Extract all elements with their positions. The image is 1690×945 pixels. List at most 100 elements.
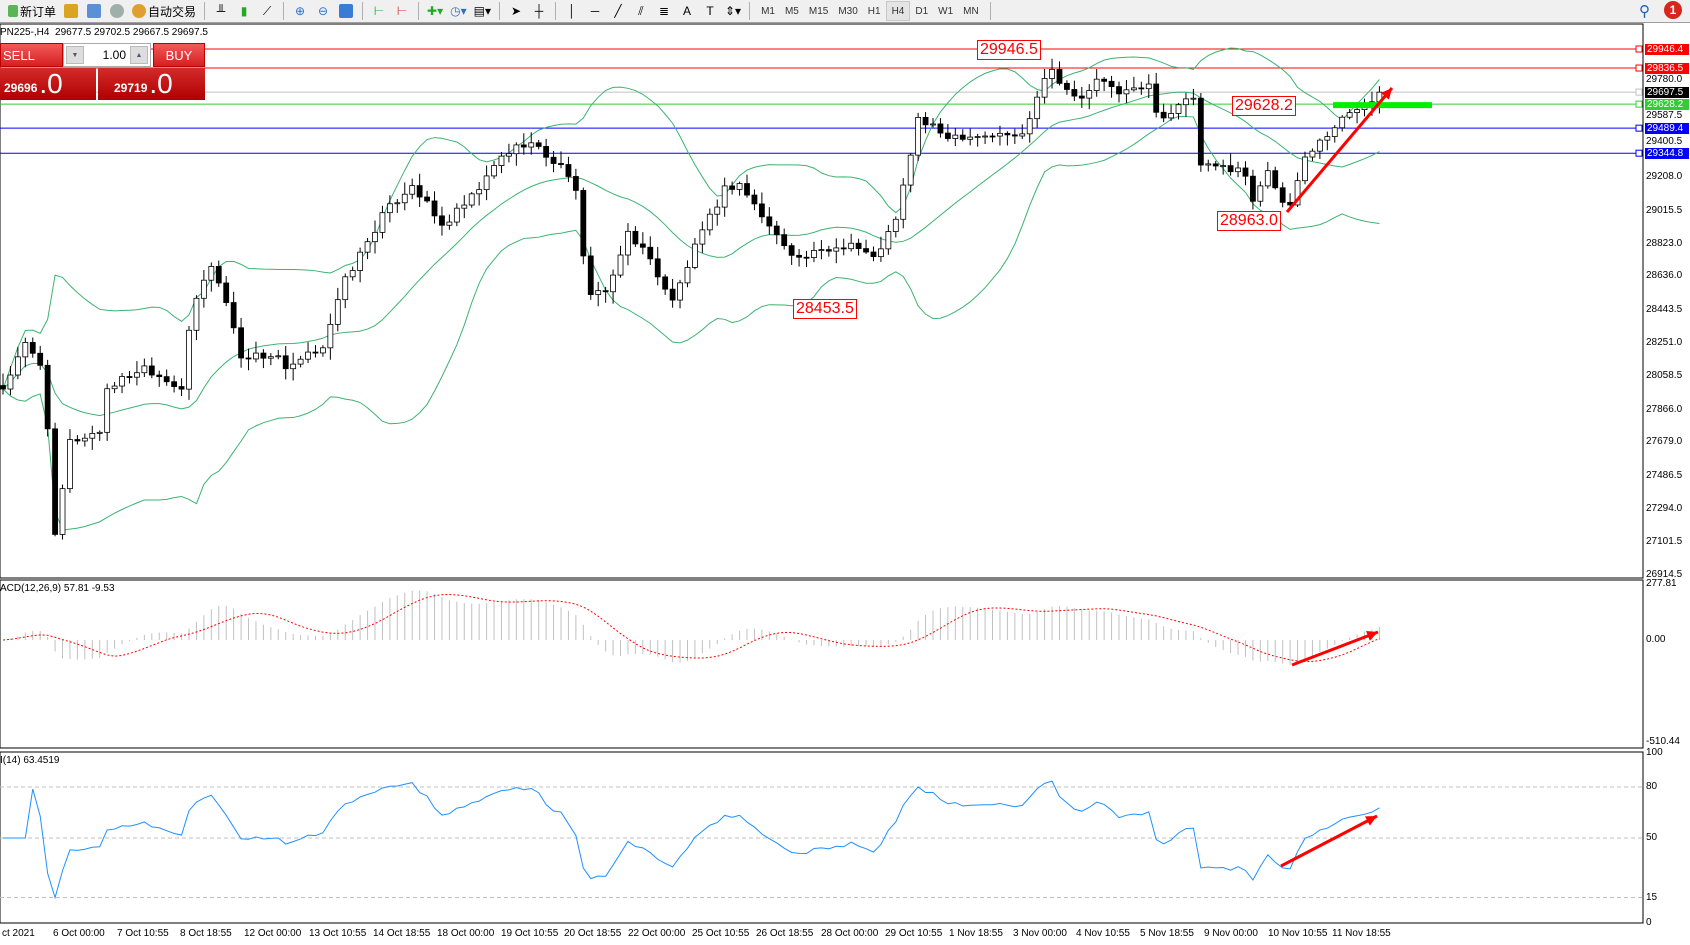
lot-size-field[interactable]: ▼ 1.00 ▲ [63,43,151,67]
timeframe-h4[interactable]: H4 [885,1,911,21]
text-label-button[interactable]: T [700,1,720,21]
separator [418,2,420,20]
cursor-button[interactable]: ➤ [506,1,526,21]
fibonacci-icon: ≣ [658,4,670,18]
candle-bull [372,231,378,243]
time-axis-label: 13 Oct 10:55 [309,928,367,939]
price-axis-label: 27679.0 [1646,436,1683,448]
timeframe-m5[interactable]: M5 [784,5,799,17]
candle-bear [565,164,572,177]
lot-decrease-button[interactable]: ▼ [66,46,84,64]
candle-bull [617,254,624,276]
timeframe-m1[interactable]: M1 [761,5,775,17]
text-button[interactable]: A [677,1,697,21]
candle-bull [200,279,207,299]
arrows-button[interactable]: ⇕▾ [723,1,743,21]
tile-windows-button[interactable] [336,1,356,21]
timeframe-h1[interactable]: H1 [867,5,881,17]
line-handle [1635,88,1643,96]
price-axis-label: 28251.0 [1646,337,1683,349]
candle-bull [386,203,393,214]
separator [498,2,500,20]
candle-bull [1302,156,1308,182]
candle-bear [602,290,609,293]
price-tag: 29489.4 [1645,122,1689,134]
zoom-out-button[interactable]: ⊖ [313,1,333,21]
trendline-button[interactable]: ╱ [608,1,628,21]
price-annotation-high[interactable]: 29946.5 [977,40,1041,60]
candle-bull [595,290,602,295]
trend-arrow-price-head [1381,88,1392,100]
timeframe-mn[interactable]: MN [963,5,979,17]
candle-bear [215,266,222,284]
candle-bear [238,327,244,359]
data-window-button[interactable] [84,1,104,21]
vertical-line-button[interactable]: │ [562,1,582,21]
zoom-out-icon: ⊖ [318,4,329,18]
candle-bull [692,243,698,268]
zoom-in-button[interactable]: ⊕ [290,1,310,21]
buy-button[interactable]: BUY [153,43,205,67]
candle-bear [178,386,185,390]
candle-bull [706,213,713,231]
line-handle [1635,124,1643,132]
market-watch-button[interactable] [61,1,81,21]
timeframe-m15[interactable]: M15 [808,5,829,17]
line-handle [1635,100,1643,108]
candle-bull [1331,127,1338,137]
fibonacci-button[interactable]: ≣ [654,1,674,21]
candle-chart-button[interactable]: ▮ [234,1,254,21]
candle-bear [959,134,966,140]
buy-price[interactable]: 29719.0 [98,68,205,100]
lot-increase-button[interactable]: ▲ [130,46,148,64]
templates-button[interactable]: ▤▾ [472,1,493,21]
sell-button[interactable]: SELL [0,43,63,67]
price-annotation-swing-low[interactable]: 28963.0 [1217,211,1281,231]
sell-price[interactable]: 29696.0 [0,68,96,100]
candle-bear [0,385,6,390]
arrows-icon: ⇕▾ [724,4,742,18]
channel-button[interactable]: ⫽ [631,1,651,21]
data-window-icon [87,4,102,18]
candle-bull [878,248,884,258]
horizontal-line-button[interactable]: ─ [585,1,605,21]
candle-bull [892,218,899,232]
autoscroll-button[interactable]: ⊢ [392,1,412,21]
search-icon[interactable]: ⚲ [1639,3,1650,20]
lot-size-input[interactable]: 1.00 [102,48,126,62]
candle-bull [208,266,215,281]
candle-bull [833,247,840,252]
line-chart-button[interactable]: ⟋ [257,1,277,21]
timeframe-d1[interactable]: D1 [915,5,929,17]
periods-button[interactable]: ◷▾ [448,1,469,21]
new-order-button[interactable]: 新订单 [6,1,58,21]
trend-arrow-price [1285,87,1394,213]
signals-button[interactable] [107,1,127,21]
candle-bull [111,385,118,390]
candle-bull [1145,83,1152,90]
separator [362,2,364,20]
rsi-axis-label: 80 [1646,781,1658,792]
candle-bear [74,439,81,442]
time-axis-label: 11 Nov 18:55 [1332,928,1391,939]
candle-bull [7,374,14,390]
notification-badge[interactable]: 1 [1664,1,1682,19]
chart-shift-button[interactable]: ⊢ [369,1,389,21]
timeframe-w1[interactable]: W1 [938,5,954,17]
autoscroll-icon: ⊢ [396,4,408,18]
candle-bull [967,136,974,140]
candle-bear [840,247,847,250]
indicators-button[interactable]: ✚▾ [425,1,445,21]
candle-bear [1279,187,1286,203]
trend-arrow-rsi-head [1365,816,1377,826]
price-annotation-resistance[interactable]: 29628.2 [1232,96,1296,116]
auto-trading-button[interactable]: 自动交易 [130,1,198,21]
price-annotation-low[interactable]: 28453.5 [793,299,857,319]
bollinger-upper [2,47,1380,390]
timeframe-m30[interactable]: M30 [838,5,858,17]
bollinger-middle [2,91,1380,417]
candle-bear [1227,165,1234,173]
bar-chart-button[interactable]: ╨ [211,1,231,21]
crosshair-button[interactable]: ┼ [529,1,549,21]
